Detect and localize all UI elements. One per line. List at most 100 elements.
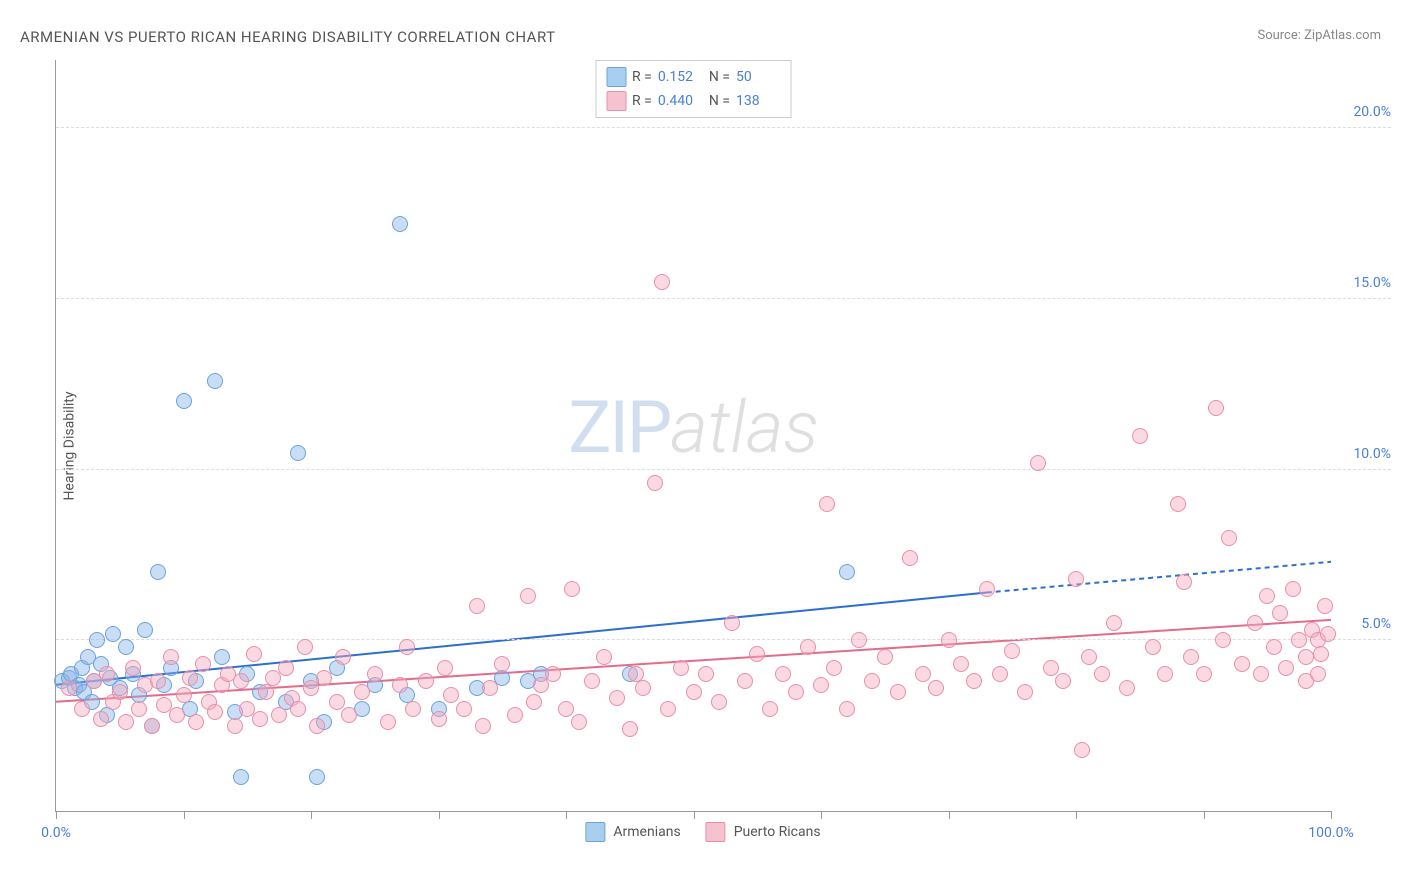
scatter-point (144, 718, 160, 734)
scatter-point (654, 274, 670, 290)
scatter-point (966, 673, 982, 689)
scatter-point (163, 649, 179, 665)
x-tick-label: 100.0% (1308, 825, 1353, 841)
x-tick (566, 811, 567, 819)
x-tick (311, 811, 312, 819)
scatter-point (851, 632, 867, 648)
scatter-point (1208, 400, 1224, 416)
scatter-point (74, 701, 90, 717)
scatter-point (182, 670, 198, 686)
scatter-point (89, 632, 105, 648)
scatter-point (1170, 496, 1186, 512)
scatter-point (278, 660, 294, 676)
scatter-point (233, 769, 249, 785)
scatter-point (1266, 639, 1282, 655)
scatter-point (992, 666, 1008, 682)
scatter-point (150, 673, 166, 689)
legend-swatch (606, 91, 626, 111)
scatter-point (392, 677, 408, 693)
scatter-point (1247, 615, 1263, 631)
r-value: 0.440 (658, 93, 703, 109)
scatter-point (207, 373, 223, 389)
scatter-point (1132, 428, 1148, 444)
scatter-point (176, 393, 192, 409)
scatter-point (399, 639, 415, 655)
scatter-point (475, 718, 491, 734)
scatter-point (1278, 660, 1294, 676)
chart-title: ARMENIAN VS PUERTO RICAN HEARING DISABIL… (20, 28, 556, 46)
scatter-point (341, 707, 357, 723)
scatter-point (545, 666, 561, 682)
scatter-point (1017, 684, 1033, 700)
r-label: R = (632, 93, 652, 109)
scatter-point (647, 475, 663, 491)
scatter-point (1313, 646, 1329, 662)
scatter-point (227, 718, 243, 734)
x-tick (1331, 811, 1332, 819)
scatter-point (367, 666, 383, 682)
scatter-point (826, 660, 842, 676)
n-label: N = (709, 93, 730, 109)
chart-container: ARMENIAN VS PUERTO RICAN HEARING DISABIL… (0, 0, 1406, 892)
scatter-point (290, 701, 306, 717)
scatter-point (405, 701, 421, 717)
y-tick-label: 5.0% (1361, 616, 1391, 632)
x-tick (1204, 811, 1205, 819)
scatter-point (418, 673, 434, 689)
scatter-point (150, 564, 166, 580)
scatter-point (93, 711, 109, 727)
scatter-point (609, 690, 625, 706)
scatter-point (456, 701, 472, 717)
scatter-point (137, 622, 153, 638)
scatter-point (1196, 666, 1212, 682)
legend-swatch (606, 67, 626, 87)
scatter-point (214, 649, 230, 665)
scatter-point (864, 673, 880, 689)
scatter-point (1285, 581, 1301, 597)
scatter-point (877, 649, 893, 665)
scatter-point (596, 649, 612, 665)
scatter-point (813, 677, 829, 693)
y-tick-label: 20.0% (1353, 104, 1391, 120)
scatter-point (309, 769, 325, 785)
scatter-point (112, 684, 128, 700)
scatter-point (673, 660, 689, 676)
scatter-point (1081, 649, 1097, 665)
scatter-point (724, 615, 740, 631)
scatter-point (928, 680, 944, 696)
watermark: ZIPatlas (568, 385, 819, 470)
legend-label: Puerto Ricans (734, 824, 821, 840)
scatter-point (316, 670, 332, 686)
scatter-point (839, 701, 855, 717)
scatter-point (1298, 673, 1314, 689)
n-label: N = (709, 69, 730, 85)
r-label: R = (632, 69, 652, 85)
scatter-point (494, 656, 510, 672)
scatter-point (258, 684, 274, 700)
scatter-point (1055, 673, 1071, 689)
scatter-point (1106, 615, 1122, 631)
scatter-point (169, 707, 185, 723)
scatter-point (1145, 639, 1161, 655)
scatter-point (979, 581, 995, 597)
scatter-point (61, 680, 77, 696)
r-value: 0.152 (658, 69, 703, 85)
scatter-point (380, 714, 396, 730)
legend-swatch (706, 822, 726, 842)
scatter-point (660, 701, 676, 717)
gridline (56, 469, 1391, 470)
scatter-point (1074, 742, 1090, 758)
scatter-point (290, 445, 306, 461)
scatter-point (1317, 598, 1333, 614)
legend-bottom: ArmeniansPuerto Ricans (585, 822, 820, 842)
scatter-point (1221, 530, 1237, 546)
scatter-point (915, 666, 931, 682)
gridline (56, 298, 1391, 299)
watermark-atlas: atlas (670, 385, 818, 470)
legend-stats-row: R =0.152N =50 (606, 65, 781, 89)
trend-line-dashed (987, 562, 1331, 593)
scatter-point (99, 666, 115, 682)
gridline (56, 639, 1391, 640)
scatter-point (1234, 656, 1250, 672)
scatter-point (131, 701, 147, 717)
